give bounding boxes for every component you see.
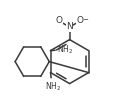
Text: −: − [82,17,88,23]
Text: O: O [77,16,84,25]
Text: NH$_2$: NH$_2$ [57,44,73,56]
Text: O: O [56,16,63,25]
Text: NH$_2$: NH$_2$ [45,81,61,93]
Text: N: N [66,22,73,31]
